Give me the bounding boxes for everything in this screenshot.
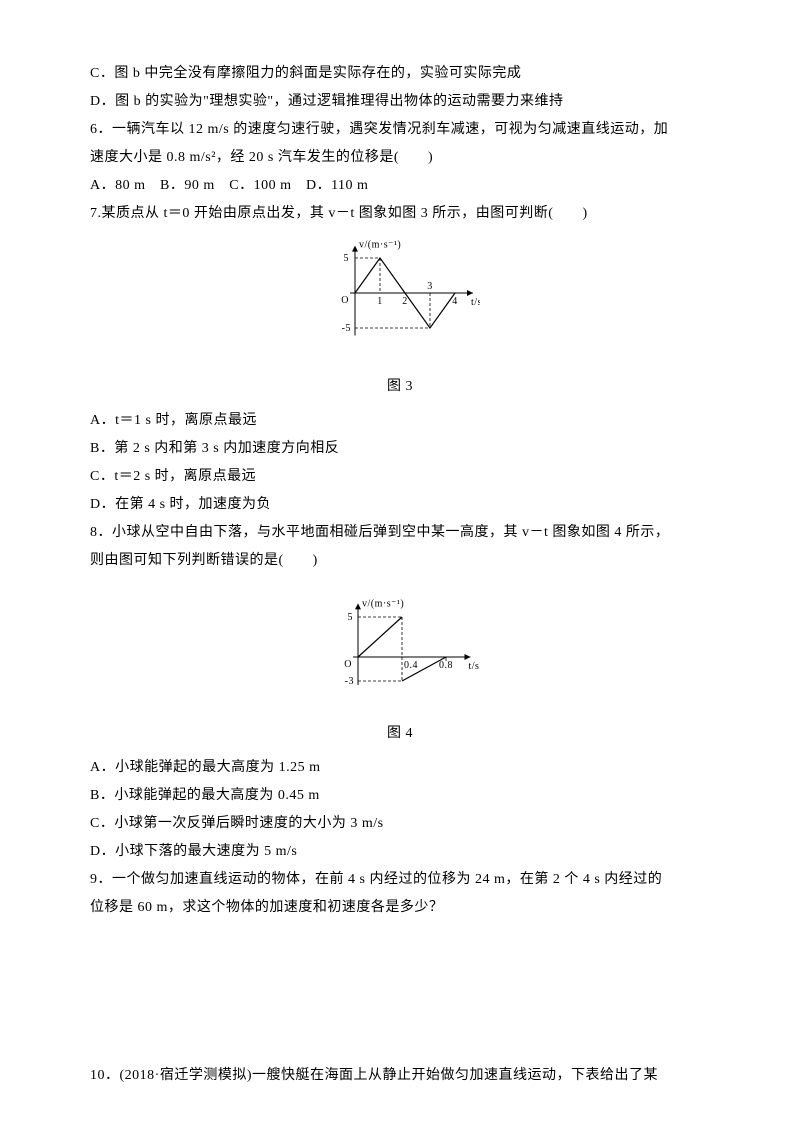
- svg-text:O: O: [341, 295, 349, 306]
- svg-text:0.8: 0.8: [439, 660, 453, 671]
- q6-options: A．80 m B．90 m C．100 m D．110 m: [90, 172, 710, 200]
- svg-text:5: 5: [348, 612, 354, 623]
- q7-option-c: C．t＝2 s 时，离原点最远: [90, 463, 710, 491]
- figure-4-svg: 0.4 0.8 5 -3 Ot/s v/(m·s⁻¹): [320, 585, 480, 705]
- q6-stem-line1: 6．一辆汽车以 12 m/s 的速度匀速行驶，遇突发情况刹车减速，可视为匀减速直…: [90, 116, 710, 144]
- q8-stem-line2: 则由图可知下列判断错误的是( ): [90, 547, 710, 575]
- figure-3-caption: 图 3: [90, 373, 710, 401]
- q7-option-b: B．第 2 s 内和第 3 s 内加速度方向相反: [90, 435, 710, 463]
- q5-option-d: D．图 b 的实验为"理想实验"，通过逻辑推理得出物体的运动需要力来维持: [90, 88, 710, 116]
- svg-text:t/s: t/s: [471, 297, 480, 308]
- figure-3-svg: 1 2 3 4 5 -5 Ot/s v/(m·s⁻¹): [320, 238, 480, 358]
- q7-option-d: D．在第 4 s 时，加速度为负: [90, 491, 710, 519]
- q10-stem: 10．(2018·宿迁学测模拟)一艘快艇在海面上从静止开始做匀加速直线运动，下表…: [90, 1062, 710, 1090]
- q5-option-c: C．图 b 中完全没有摩擦阻力的斜面是实际存在的，实验可实际完成: [90, 60, 710, 88]
- svg-text:v/(m·s⁻¹): v/(m·s⁻¹): [362, 598, 404, 609]
- svg-text:-5: -5: [342, 323, 351, 334]
- q7-option-a: A．t＝1 s 时，离原点最远: [90, 407, 710, 435]
- svg-text:1: 1: [377, 296, 383, 307]
- svg-text:-3: -3: [345, 676, 354, 687]
- q8-option-b: B．小球能弹起的最大高度为 0.45 m: [90, 782, 710, 810]
- q9-stem-line2: 位移是 60 m，求这个物体的加速度和初速度各是多少？: [90, 894, 710, 922]
- figure-3: 1 2 3 4 5 -5 Ot/s v/(m·s⁻¹): [90, 238, 710, 369]
- q6-stem-line2: 速度大小是 0.8 m/s²，经 20 s 汽车发生的位移是( ): [90, 144, 710, 172]
- figure-4-caption: 图 4: [90, 720, 710, 748]
- svg-text:t/s: t/s: [469, 661, 480, 672]
- svg-text:0.4: 0.4: [404, 660, 418, 671]
- q8-stem-line1: 8．小球从空中自由下落，与水平地面相碰后弹到空中某一高度，其 v－t 图象如图 …: [90, 519, 710, 547]
- q8-option-a: A．小球能弹起的最大高度为 1.25 m: [90, 754, 710, 782]
- svg-text:2: 2: [402, 296, 408, 307]
- page-content: C．图 b 中完全没有摩擦阻力的斜面是实际存在的，实验可实际完成 D．图 b 的…: [0, 0, 800, 1130]
- q8-option-d: D．小球下落的最大速度为 5 m/s: [90, 838, 710, 866]
- answer-space: [90, 922, 710, 1062]
- q9-stem-line1: 9．一个做匀加速直线运动的物体，在前 4 s 内经过的位移为 24 m，在第 2…: [90, 866, 710, 894]
- figure-4: 0.4 0.8 5 -3 Ot/s v/(m·s⁻¹): [90, 585, 710, 716]
- svg-text:3: 3: [427, 281, 433, 292]
- svg-text:O: O: [344, 659, 352, 670]
- svg-text:v/(m·s⁻¹): v/(m·s⁻¹): [359, 240, 401, 251]
- svg-text:4: 4: [452, 296, 458, 307]
- q7-stem: 7.某质点从 t＝0 开始由原点出发，其 v－t 图象如图 3 所示，由图可判断…: [90, 200, 710, 228]
- svg-text:5: 5: [344, 253, 350, 264]
- q8-option-c: C．小球第一次反弹后瞬时速度的大小为 3 m/s: [90, 810, 710, 838]
